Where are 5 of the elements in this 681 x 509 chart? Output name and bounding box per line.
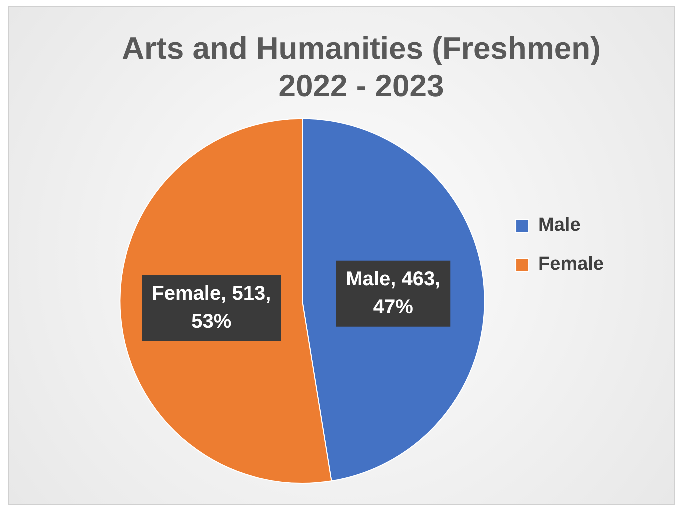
legend-label: Female <box>538 254 604 276</box>
data-label: Male, 463, 47% <box>346 268 441 318</box>
legend-label: Male <box>538 215 581 236</box>
data-label: Female, 513, 53% <box>152 283 272 334</box>
chart-title: Arts and Humanities (Freshmen) 2022 - 2023 <box>122 31 601 104</box>
